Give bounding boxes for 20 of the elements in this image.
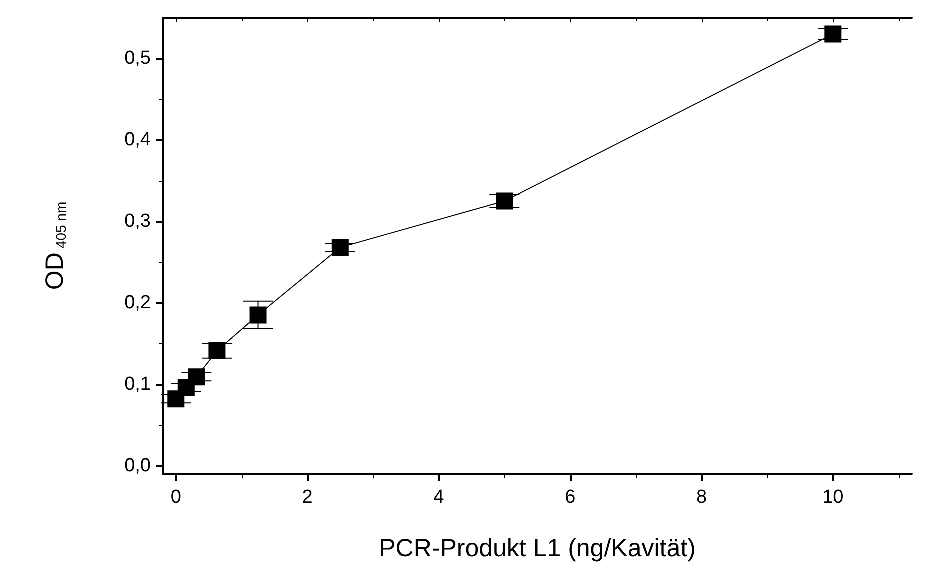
x-tick-label: 0 (170, 487, 182, 508)
x-tick-label: 2 (302, 487, 313, 508)
x-tick-label: 4 (434, 487, 445, 508)
point (332, 239, 349, 256)
point (496, 192, 514, 210)
x-tick-label: 8 (696, 487, 708, 508)
x-tick-label: 6 (565, 487, 576, 508)
point (188, 368, 206, 386)
y-tick-label: 0,1 (124, 374, 151, 395)
x-tick-label: 10 (822, 487, 844, 508)
point (250, 306, 267, 324)
y-tick-label: 0,4 (124, 130, 152, 151)
x-axis-title: PCR-Produkt L1 (ng/Kavität) (379, 534, 696, 562)
y-tick-label: 0,0 (124, 455, 151, 476)
y-tick-label: 0,3 (124, 211, 151, 232)
y-axis-title: OD405 nm (41, 202, 69, 290)
y-tick-label: 0,5 (124, 48, 151, 70)
point (208, 342, 226, 360)
y-tick-label: 0,2 (124, 292, 151, 314)
point (824, 26, 842, 43)
